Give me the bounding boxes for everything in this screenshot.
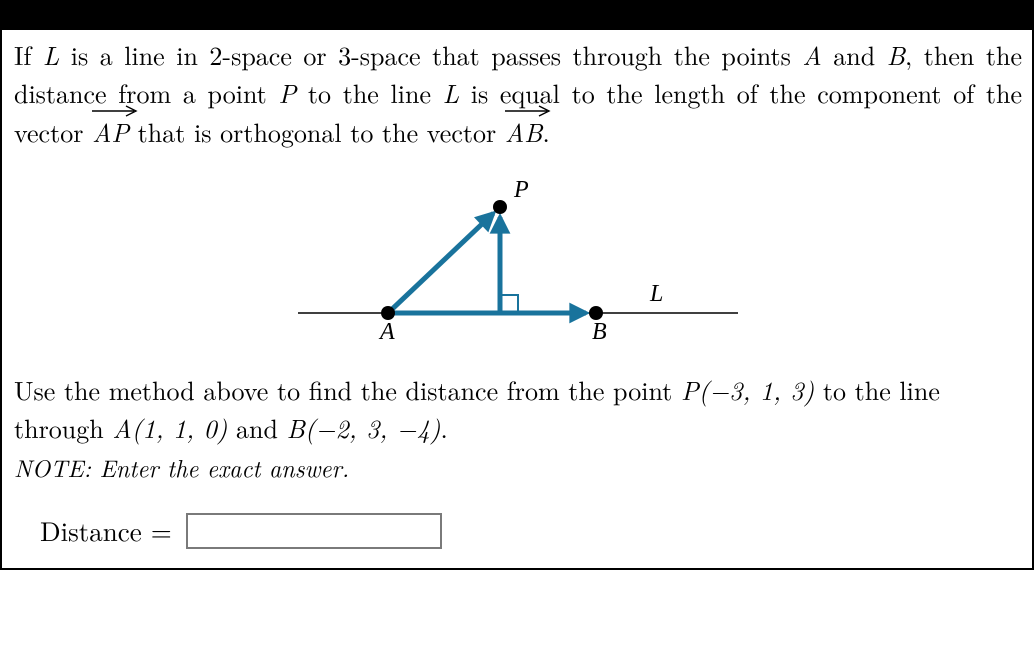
var-B: B — [887, 36, 905, 73]
vector-AB-text: AB — [505, 113, 543, 150]
vector-AP: AP — [92, 111, 129, 151]
var-A: A — [802, 36, 821, 73]
theorem-paragraph: If L is a line in 2-space or 3-space tha… — [14, 36, 1022, 151]
text: Use the method above to find the distanc… — [14, 371, 681, 408]
text: . — [441, 409, 448, 446]
point-B-expr: B(−2, 3, −4) — [287, 409, 441, 446]
vector-AB: AB — [505, 111, 543, 151]
point-P-expr: P(−3, 1, 3) — [681, 371, 814, 408]
answer-label: Distance = — [40, 511, 172, 550]
top-black-bar — [0, 0, 1034, 28]
svg-text:L: L — [649, 281, 663, 307]
overarrow-icon — [92, 103, 140, 117]
point-A-expr: A(1, 1, 0) — [112, 409, 227, 446]
text: and — [227, 409, 286, 446]
text: If — [14, 36, 43, 73]
distance-input[interactable] — [186, 513, 442, 549]
text: to the line — [296, 74, 443, 111]
text: and — [822, 36, 887, 73]
text: that is orthogonal to the vector — [129, 113, 505, 150]
note-text: NOTE: Enter the exact answer. — [14, 450, 1022, 485]
vector-AP-text: AP — [92, 113, 129, 150]
text: . — [542, 113, 549, 150]
var-P: P — [279, 74, 297, 111]
svg-text:P: P — [513, 177, 529, 203]
svg-text:B: B — [592, 319, 607, 345]
problem-container: If L is a line in 2-space or 3-space tha… — [0, 28, 1034, 570]
overarrow-icon — [505, 103, 553, 117]
text: is a line in 2-space or 3-space that pas… — [59, 36, 802, 73]
var-L2: L — [443, 74, 459, 111]
diagram-container: A P B L — [14, 173, 1022, 353]
task-paragraph: Use the method above to find the distanc… — [14, 371, 1022, 446]
answer-row: Distance = — [40, 511, 1022, 550]
geometry-diagram: A P B L — [258, 173, 778, 353]
var-L: L — [43, 36, 59, 73]
svg-text:A: A — [378, 319, 395, 345]
